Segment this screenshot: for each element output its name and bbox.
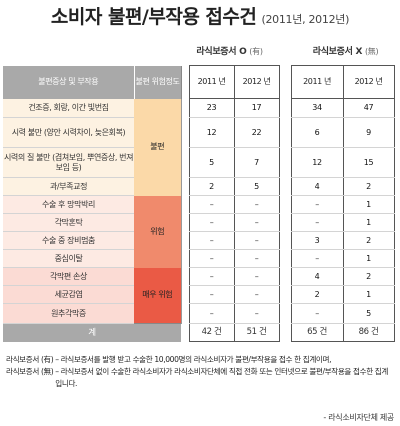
header-year: 2012 년 (233, 65, 280, 99)
value-cell: – (188, 195, 235, 214)
value-cell: 7 (233, 147, 280, 178)
table-row: 수술 후 망막박리 위험 – – – 1 (3, 195, 395, 268)
value-cell: 12 (290, 147, 344, 178)
value-cell: – (188, 213, 235, 232)
value-cell: – (233, 195, 280, 214)
table-row: 건조증, 회랑, 이간 빛번짐 불편 23 17 34 47 (3, 98, 395, 196)
header-level: 불편 위험정도 (134, 65, 182, 99)
value-cell: 23 (188, 98, 235, 118)
symptom-cell: 세균감염 (3, 285, 134, 304)
severity-discomfort: 불편 (134, 98, 182, 196)
symptom-cell: 수술 후 망막박리 (3, 195, 134, 214)
table-row: 중심이탈 – – – 1 (3, 249, 395, 268)
symptom-cell: 원추각막증 (3, 303, 134, 324)
value-cell: 6 (290, 117, 344, 148)
symptom-cell: 시력 불만 (양안 시력차이, 늦은회복) (3, 117, 134, 148)
value-cell: – (233, 303, 280, 324)
header-year: 2011 년 (188, 65, 235, 99)
symptom-cell: 시력의 질 불만 (겹쳐보임, 뿌연증상, 번져보임 등) (3, 147, 134, 178)
table-row: 세균감염 – – 2 1 (3, 285, 395, 304)
source-credit: - 라식소비자단체 제공 (323, 413, 394, 422)
value-cell: 22 (233, 117, 280, 148)
total-value: 51 건 (233, 323, 280, 342)
page-title: 소비자 불편/부작용 접수건 (2011년, 2012년) (0, 2, 400, 29)
header-row: 불편증상 및 부작용 불편 위험정도 2011 년 2012 년 2011 년 … (3, 65, 395, 99)
table-row: 시력의 질 불만 (겹쳐보임, 뿌연증상, 번져보임 등) 5 7 12 15 (3, 147, 395, 178)
value-cell: 1 (342, 249, 395, 268)
symptom-cell: 각막편 손상 (3, 267, 134, 286)
symptom-cell: 중심이탈 (3, 249, 134, 268)
value-cell: – (233, 231, 280, 250)
value-cell: 34 (290, 98, 344, 118)
total-label: 계 (3, 323, 181, 342)
value-cell: – (233, 285, 280, 304)
footnote-with-certificate: 라식보증서 (有) – 라식보증서를 발행 받고 수술한 10,000명의 라식… (6, 355, 332, 364)
value-cell: – (188, 267, 235, 286)
table-row: 시력 불만 (양안 시력차이, 늦은회복) 12 22 6 9 (3, 117, 395, 148)
value-cell: 2 (342, 177, 395, 196)
value-cell: 47 (342, 98, 395, 118)
value-cell: 2 (188, 177, 235, 196)
value-cell: – (188, 249, 235, 268)
table-row: 과/부족교정 2 5 4 2 (3, 177, 395, 196)
value-cell: – (233, 213, 280, 232)
total-value: 65 건 (290, 323, 344, 342)
value-cell: 15 (342, 147, 395, 178)
value-cell: 5 (188, 147, 235, 178)
severity-high-risk: 매우 위험 (134, 267, 182, 324)
value-cell: – (233, 267, 280, 286)
symptom-cell: 각막혼탁 (3, 213, 134, 232)
value-cell: 2 (290, 285, 344, 304)
symptom-cell: 건조증, 회랑, 이간 빛번짐 (3, 98, 134, 118)
value-cell: 1 (342, 213, 395, 232)
title-sub: (2011년, 2012년) (261, 13, 350, 26)
value-cell: 1 (342, 195, 395, 214)
group-label-with-certificate: 라식보증서 O (有) (196, 47, 263, 57)
group-label-without-certificate: 라식보증서 X (無) (312, 47, 379, 57)
title-main: 소비자 불편/부작용 접수건 (50, 6, 257, 28)
value-cell: 9 (342, 117, 395, 148)
value-cell: – (290, 249, 344, 268)
table-row: 수술 중 장비멈춤 – – 3 2 (3, 231, 395, 250)
symptom-cell: 수술 중 장비멈춤 (3, 231, 134, 250)
header-symptom: 불편증상 및 부작용 (3, 65, 135, 99)
value-cell: – (188, 303, 235, 324)
value-cell: 4 (290, 267, 344, 286)
value-cell: 3 (290, 231, 344, 250)
value-cell: 2 (342, 231, 395, 250)
value-cell: – (188, 231, 235, 250)
footnotes: 라식보증서 (有) – 라식보증서를 발행 받고 수술한 10,000명의 라식… (6, 354, 394, 389)
value-cell: – (290, 195, 344, 214)
value-cell: 2 (342, 267, 395, 286)
table-row: 각막혼탁 – – – 1 (3, 213, 395, 232)
total-value: 42 건 (188, 323, 235, 342)
value-cell: – (233, 249, 280, 268)
table-row: 원추각막증 – – – 5 (3, 303, 395, 324)
value-cell: 1 (342, 285, 395, 304)
value-cell: 4 (290, 177, 344, 196)
header-year: 2011 년 (290, 65, 344, 99)
value-cell: 5 (233, 177, 280, 196)
severity-risk: 위험 (134, 195, 182, 268)
header-year: 2012 년 (342, 65, 395, 99)
symptom-cell: 과/부족교정 (3, 177, 134, 196)
total-value: 86 건 (342, 323, 395, 342)
table-row: 각막편 손상 매우 위험 – – 4 2 (3, 267, 395, 324)
value-cell: 12 (188, 117, 235, 148)
value-cell: 5 (342, 303, 395, 324)
value-cell: – (290, 213, 344, 232)
complaints-table: 불편증상 및 부작용 불편 위험정도 2011 년 2012 년 2011 년 … (3, 65, 395, 342)
value-cell: – (188, 285, 235, 304)
value-cell: – (290, 303, 344, 324)
footnote-without-certificate: 라식보증서 (無) – 라식보증서 없이 수술한 라식소비자가 라식소비자단체에… (6, 366, 388, 388)
total-row: 계 42 건 51 건 65 건 86 건 (3, 323, 395, 342)
value-cell: 17 (233, 98, 280, 118)
